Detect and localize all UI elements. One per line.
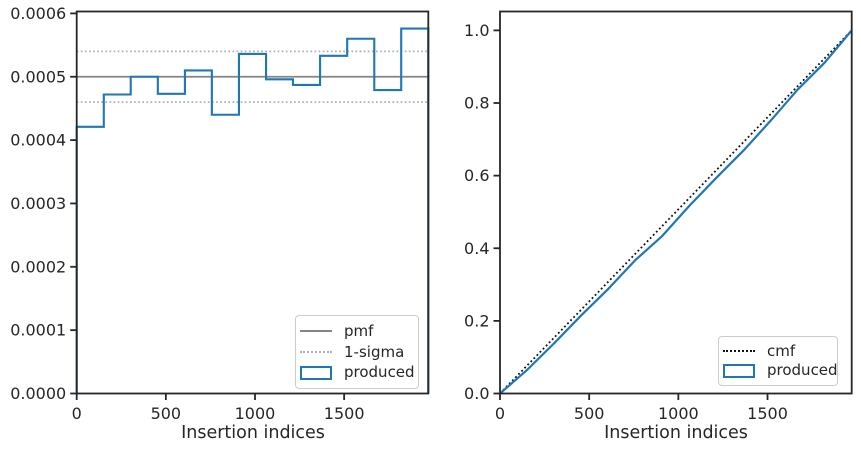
right-legend: cmf produced	[718, 336, 838, 386]
left-x-tick-label: 1000	[235, 404, 276, 423]
legend-label-pmf: pmf	[344, 321, 374, 340]
legend-label-produced-right: produced	[767, 361, 838, 380]
left-y-tick-label: 0.0000	[10, 384, 66, 403]
left-y-tick-label: 0.0001	[10, 321, 66, 340]
right-y-tick-label: 0.0	[464, 384, 489, 403]
right-y-tick-label: 0.4	[464, 239, 489, 258]
right-y-tick-label: 1.0	[464, 21, 489, 40]
left-x-tick-label: 500	[151, 404, 182, 423]
right-x-tick-label: 0	[495, 404, 505, 423]
left-y-tick-label: 0.0006	[10, 4, 66, 23]
left-y-tick-label: 0.0004	[10, 131, 66, 150]
produced-histogram-path	[75, 27, 430, 394]
left-axes-spines	[75, 10, 430, 395]
left-y-tick-label: 0.0003	[10, 194, 66, 213]
produced-rect-swatch	[723, 363, 755, 378]
left-y-tick-label: 0.0005	[10, 67, 66, 86]
legend-row-produced-right: produced	[723, 363, 838, 378]
right-y-tick-label: 0.6	[464, 166, 489, 185]
legend-row-cmf: cmf	[723, 341, 833, 360]
cmf-line-swatch	[723, 350, 755, 353]
left-x-tick-label: 1500	[324, 404, 365, 423]
left-y-tick-label: 0.0002	[10, 257, 66, 276]
cmf-line	[499, 29, 853, 395]
legend-row-1-sigma: 1-sigma	[300, 342, 414, 361]
produced-cdf-line	[499, 29, 853, 395]
sigma-line-swatch	[300, 351, 332, 353]
right-x-tick-label: 1500	[747, 404, 788, 423]
left-x-tick-label: 0	[72, 404, 82, 423]
right-x-tick-label: 500	[574, 404, 605, 423]
right-y-tick-label: 0.8	[464, 94, 489, 113]
legend-label-1-sigma: 1-sigma	[344, 342, 405, 361]
legend-row-produced-left: produced	[300, 363, 415, 382]
legend-row-pmf: pmf	[300, 321, 414, 340]
legend-label-cmf: cmf	[767, 341, 796, 360]
pmf-line-swatch	[300, 330, 332, 333]
left-xaxis-label: Insertion indices	[181, 423, 325, 443]
legend-label-produced-left: produced	[344, 363, 415, 382]
produced-rect-swatch	[300, 365, 332, 380]
right-axes-spines	[499, 10, 853, 395]
right-y-tick-label: 0.2	[464, 311, 489, 330]
right-xaxis-label: Insertion indices	[604, 423, 748, 443]
left-legend: pmf 1-sigma produced	[295, 315, 419, 389]
right-x-tick-label: 1000	[658, 404, 699, 423]
